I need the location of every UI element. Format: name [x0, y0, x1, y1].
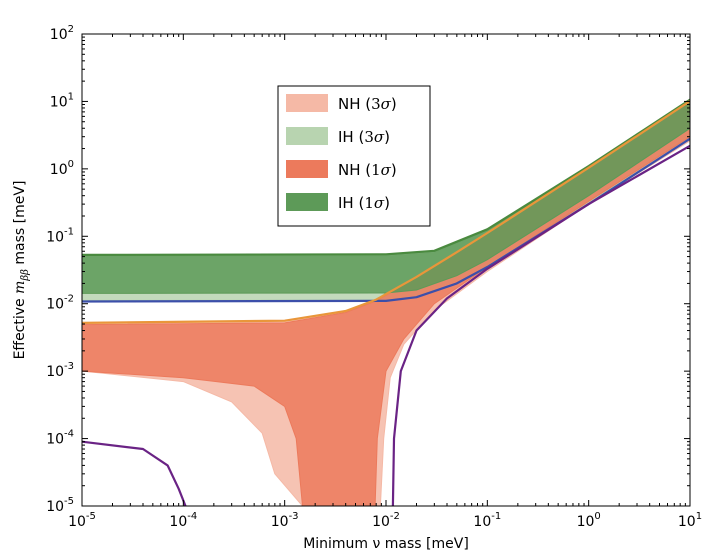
legend-swatch-ih-1sigma: [286, 193, 328, 211]
x-tick-label: 10-2: [372, 511, 400, 530]
y-axis-label-suffix: mass [meV]: [12, 181, 28, 269]
legend-swatch-nh-1sigma: [286, 160, 328, 178]
y-tick-label: 100: [50, 159, 74, 178]
boundary-line-3: [81, 100, 691, 324]
y-axis-label-math: m: [12, 281, 28, 294]
boundary-line-5: [391, 144, 691, 507]
y-axis-label: Effective mββ mass [meV]: [12, 181, 31, 360]
ticks-layer: 10-5 10-4 10-3 10-2 10-1 100 101 10-5 10-4 10-3 10…: [46, 24, 702, 530]
y-tick-label: 10-5: [46, 496, 74, 515]
legend-label-nh-3sigma: NH (3σ): [338, 95, 397, 113]
boundary-line-2: [81, 98, 691, 256]
legend-label-ih-3sigma: IH (3σ): [338, 128, 390, 146]
boundary-line-4: [81, 440, 187, 507]
y-axis-label-sub: ββ: [20, 269, 31, 282]
y-tick-label: 10-2: [46, 294, 74, 313]
x-tick-label: 10-3: [271, 511, 299, 530]
legend-label-nh-1sigma: NH (1σ): [338, 161, 397, 179]
legend-swatch-nh-3sigma: [286, 94, 328, 112]
y-axis-label-prefix: Effective: [12, 294, 28, 360]
y-tick-label: 10-4: [46, 429, 74, 448]
x-tick-label: 10-4: [169, 511, 197, 530]
legend-label-ih-1sigma: IH (1σ): [338, 194, 390, 212]
x-tick-label: 10-1: [473, 511, 501, 530]
y-tick-label: 102: [50, 24, 74, 43]
y-tick-label: 101: [50, 91, 74, 110]
y-tick-label: 10-1: [46, 226, 74, 245]
x-tick-label: 100: [577, 511, 601, 530]
x-tick-label: 10-5: [68, 511, 96, 530]
boundary-lines-layer: [81, 98, 691, 507]
x-tick-label: 101: [678, 511, 702, 530]
y-tick-label: 10-3: [46, 361, 74, 380]
legend-swatch-ih-3sigma: [286, 127, 328, 145]
legend: NH (3σ) IH (3σ) NH (1σ) IH (1σ): [277, 85, 431, 227]
x-axis-label: Minimum ν mass [meV]: [303, 536, 469, 552]
series-layer: [81, 99, 691, 507]
